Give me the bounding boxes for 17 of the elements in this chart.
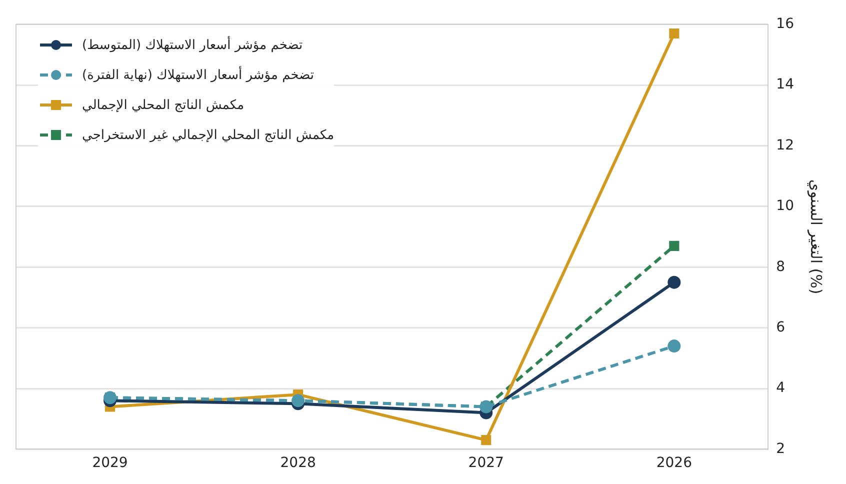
- y-tick-label: 2: [776, 440, 786, 457]
- x-tick-label: 2028: [280, 455, 316, 472]
- legend-label: مكمش الناتج المحلي الإجمالي غير الاستخراجي: [82, 128, 334, 142]
- y-tick-label: 8: [776, 258, 786, 275]
- y-tick-label: 10: [776, 198, 794, 214]
- y-tick-label: 12: [776, 137, 794, 154]
- y-tick-label: 16: [776, 16, 794, 32]
- y-axis-title: التغير السنوي (%): [807, 179, 826, 294]
- x-tick-label: 2026: [656, 455, 692, 472]
- y-tick-label: 4: [776, 380, 786, 396]
- legend-label: مكمش الناتج المحلي الإجمالي: [82, 98, 244, 112]
- y-tick-label: 6: [776, 319, 786, 336]
- y-tick-label: 14: [776, 76, 794, 93]
- x-tick-label: 2029: [92, 455, 128, 472]
- legend-label: تضخم مؤشر أسعار الاستهلاك (نهاية الفترة): [82, 68, 314, 82]
- x-tick-label: 2027: [468, 455, 504, 472]
- legend-label: تضخم مؤشر أسعار الاستهلاك (المتوسط): [82, 38, 303, 52]
